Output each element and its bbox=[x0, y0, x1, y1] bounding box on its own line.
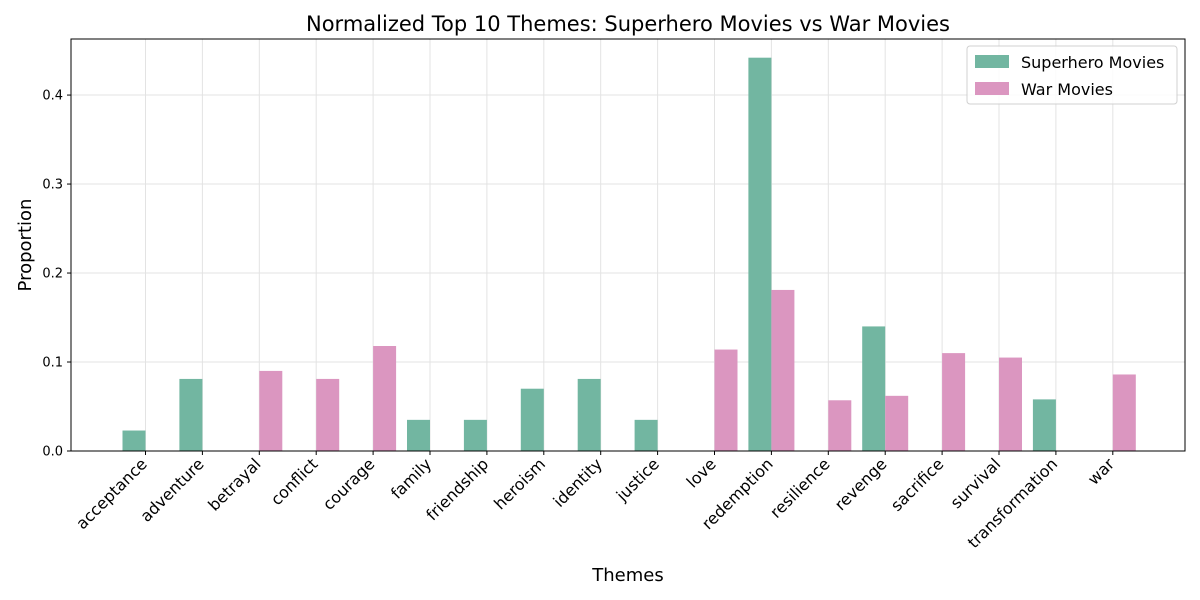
bar-superhero-heroism bbox=[520, 388, 544, 451]
x-tick-label: revenge bbox=[831, 454, 891, 514]
x-tick-label: love bbox=[683, 454, 720, 491]
legend-label-war: War Movies bbox=[1021, 80, 1113, 99]
bar-superhero-revenge bbox=[862, 326, 886, 451]
bar-war-resilience bbox=[828, 400, 852, 451]
chart-title: Normalized Top 10 Themes: Superhero Movi… bbox=[306, 12, 950, 36]
y-tick-label: 0.0 bbox=[42, 445, 63, 460]
x-tick-label: friendship bbox=[422, 454, 492, 524]
x-tick-label: survival bbox=[947, 454, 1005, 512]
x-tick-label: acceptance bbox=[72, 454, 151, 533]
y-tick-label: 0.4 bbox=[42, 89, 63, 104]
x-tick-label: justice bbox=[612, 454, 663, 505]
plot-frame bbox=[70, 38, 1186, 452]
bar-superhero-family bbox=[407, 419, 430, 451]
bar-war-conflict bbox=[316, 378, 340, 451]
legend: Superhero Movies War Movies bbox=[966, 45, 1178, 105]
x-tick-label: betrayal bbox=[204, 454, 264, 514]
bar-war-love bbox=[714, 349, 738, 451]
y-tick-label: 0.2 bbox=[42, 267, 63, 282]
x-tick-label: sacrifice bbox=[887, 454, 948, 515]
y-tick-label: 0.1 bbox=[42, 356, 63, 371]
legend-box bbox=[966, 45, 1178, 105]
bar-superhero-acceptance bbox=[122, 430, 146, 451]
bar-superhero-adventure bbox=[179, 378, 203, 451]
bar-superhero-transformation bbox=[1032, 399, 1056, 451]
x-tick-label: resilience bbox=[766, 454, 833, 521]
y-axis-label: Proportion bbox=[15, 199, 36, 292]
bars bbox=[122, 57, 1136, 451]
bar-war-revenge bbox=[885, 395, 909, 451]
bar-superhero-friendship bbox=[463, 419, 487, 451]
bar-war-courage bbox=[373, 345, 397, 451]
x-tick-label: war bbox=[1084, 454, 1119, 489]
bar-war-war bbox=[1112, 374, 1136, 451]
bar-superhero-justice bbox=[634, 419, 658, 451]
bar-superhero-identity bbox=[577, 378, 601, 451]
y-axis: 0.0 0.1 0.2 0.3 0.4 bbox=[42, 89, 71, 460]
legend-label-superhero: Superhero Movies bbox=[1021, 53, 1164, 72]
x-axis-label: Themes bbox=[591, 565, 663, 586]
bar-war-survival bbox=[999, 357, 1022, 451]
x-tick-label: heroism bbox=[490, 454, 549, 513]
x-tick-label: family bbox=[387, 454, 435, 502]
x-tick-label: conflict bbox=[267, 454, 322, 509]
legend-swatch-war bbox=[975, 82, 1009, 95]
legend-swatch-superhero bbox=[975, 55, 1009, 68]
x-tick-label: identity bbox=[549, 454, 606, 511]
bar-war-redemption bbox=[771, 289, 795, 451]
bar-war-betrayal bbox=[259, 370, 283, 451]
y-tick-label: 0.3 bbox=[42, 178, 63, 193]
bar-war-sacrifice bbox=[942, 353, 966, 451]
bar-superhero-redemption bbox=[748, 57, 772, 451]
x-tick-label: courage bbox=[319, 454, 378, 513]
